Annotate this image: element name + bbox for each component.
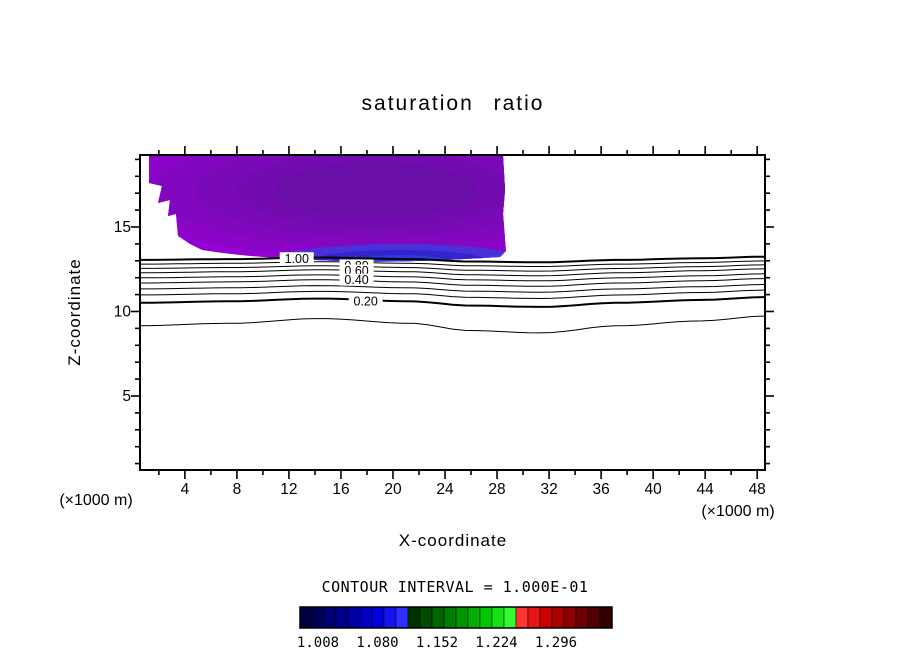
colorbar-strip [395, 606, 409, 629]
filled-contour-region [149, 155, 506, 262]
plot-frame [139, 154, 766, 471]
contour-line [140, 289, 765, 300]
colorbar-strip [407, 606, 421, 629]
contour-line [140, 278, 765, 287]
colorbar-strip [551, 606, 565, 629]
filled-band [270, 244, 506, 262]
colorbar-strip [443, 606, 457, 629]
colorbar-strip [467, 606, 481, 629]
filled-band [275, 162, 475, 218]
contour-interval-text: CONTOUR INTERVAL = 1.000E-01 [322, 578, 589, 596]
x-axis-label: X-coordinate [399, 531, 507, 550]
colorbar-strip [323, 606, 337, 629]
contour-line [140, 268, 765, 277]
y-tick-label: 15 [114, 219, 131, 236]
colorbar-strip [335, 606, 349, 629]
x-tick-label: 16 [332, 481, 349, 498]
contour-line [140, 273, 765, 282]
colorbar-label: 1.080 [356, 635, 398, 651]
colorbar-label: 1.224 [475, 635, 517, 651]
colorbar-border [299, 606, 613, 629]
colorbar-strip [539, 606, 553, 629]
x-tick-label: 44 [697, 481, 715, 498]
colorbar-strip [431, 606, 445, 629]
chart-title: saturation ratio [362, 92, 545, 115]
colorbar-strip [515, 606, 529, 629]
contour-line [140, 264, 765, 272]
contour-line [140, 260, 765, 267]
colorbar-strip [563, 606, 577, 629]
contour-label-mask [339, 273, 374, 286]
x-tick-label: 20 [384, 481, 402, 498]
contour-label-mask [339, 264, 374, 277]
colorbar-label: 1.008 [297, 635, 339, 651]
colorbar-strip [455, 606, 469, 629]
contour-label: 0.40 [344, 273, 368, 287]
colorbar-strip [299, 606, 313, 629]
colorbar-label: 1.152 [416, 635, 458, 651]
contour-label: 0.20 [354, 295, 378, 309]
contour-line [140, 315, 765, 334]
x-tick-label: 32 [540, 481, 557, 498]
colorbar-strip [527, 606, 541, 629]
x-tick-label: 4 [181, 481, 190, 498]
colorbar-strip [587, 606, 601, 629]
x-tick-label: 40 [645, 481, 663, 498]
x-tick-label: 48 [749, 481, 766, 498]
x-unit-right: (×1000 m) [701, 503, 774, 520]
colorbar-strip [599, 606, 613, 629]
colorbar-label: 1.296 [535, 635, 577, 651]
y-tick-label: 10 [114, 303, 132, 320]
axis-ticks [131, 146, 774, 479]
colorbar-strip [503, 606, 517, 629]
colorbar-strip [383, 606, 397, 629]
x-tick-label: 28 [488, 481, 505, 498]
x-tick-label: 24 [436, 481, 454, 498]
contour-line [140, 255, 765, 264]
contour-line [140, 284, 765, 293]
contour-line [140, 296, 765, 308]
frame-border [139, 154, 766, 471]
y-tick-label: 5 [122, 388, 131, 405]
colorbar-strip [311, 606, 325, 629]
filled-band [308, 250, 492, 262]
x-tick-label: 12 [280, 481, 297, 498]
contour-label-mask [279, 252, 314, 265]
colorbar: 1.008 1.080 1.152 1.224 1.296 [297, 606, 613, 651]
colorbar-strip [419, 606, 433, 629]
colorbar-strip [479, 606, 493, 629]
colorbar-strip [347, 606, 361, 629]
contour-label-mask [348, 295, 383, 308]
x-tick-label: 8 [233, 481, 242, 498]
x-unit-left: (×1000 m) [59, 492, 132, 509]
colorbar-strip [359, 606, 373, 629]
contour-label: 1.00 [285, 252, 309, 266]
colorbar-strip [575, 606, 589, 629]
colorbar-strip [371, 606, 385, 629]
y-axis-label: Z-coordinate [65, 258, 84, 365]
x-tick-label: 36 [592, 481, 609, 498]
colorbar-strip [491, 606, 505, 629]
contour-lines [140, 255, 765, 334]
contour-line-labels: 1.000.800.600.400.20 [279, 252, 383, 309]
